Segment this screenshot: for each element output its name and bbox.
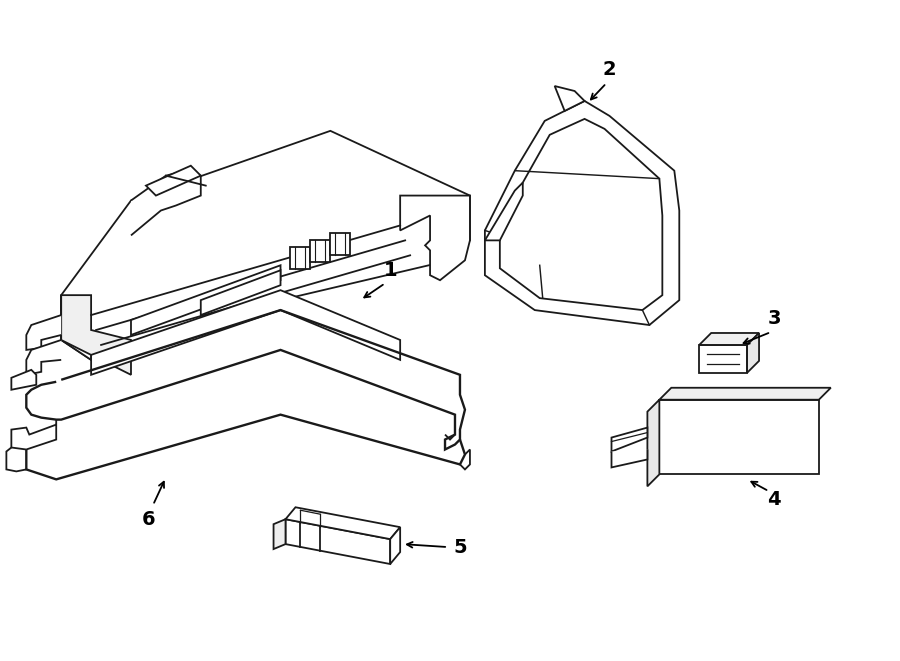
- PathPatch shape: [291, 247, 310, 269]
- PathPatch shape: [554, 86, 585, 111]
- PathPatch shape: [26, 340, 61, 375]
- Ellipse shape: [291, 264, 310, 274]
- Ellipse shape: [554, 217, 574, 245]
- PathPatch shape: [660, 388, 831, 400]
- PathPatch shape: [400, 196, 470, 280]
- PathPatch shape: [201, 270, 281, 315]
- PathPatch shape: [61, 295, 91, 360]
- PathPatch shape: [310, 241, 330, 262]
- Ellipse shape: [762, 418, 786, 455]
- PathPatch shape: [611, 428, 647, 451]
- Ellipse shape: [330, 229, 350, 239]
- Ellipse shape: [694, 416, 720, 457]
- PathPatch shape: [391, 527, 401, 564]
- Text: 6: 6: [142, 510, 156, 529]
- Ellipse shape: [310, 257, 330, 267]
- Text: 4: 4: [767, 490, 781, 509]
- Text: 2: 2: [603, 59, 616, 79]
- PathPatch shape: [500, 119, 662, 310]
- Circle shape: [652, 166, 672, 186]
- PathPatch shape: [285, 519, 391, 564]
- PathPatch shape: [611, 449, 647, 467]
- PathPatch shape: [274, 519, 285, 549]
- PathPatch shape: [285, 507, 400, 539]
- PathPatch shape: [747, 333, 759, 373]
- Text: 5: 5: [454, 537, 467, 557]
- Ellipse shape: [577, 237, 612, 284]
- PathPatch shape: [12, 370, 36, 390]
- Text: 3: 3: [767, 309, 780, 328]
- PathPatch shape: [26, 315, 61, 350]
- PathPatch shape: [485, 101, 680, 325]
- Ellipse shape: [291, 243, 310, 253]
- PathPatch shape: [660, 400, 819, 475]
- PathPatch shape: [330, 233, 350, 255]
- PathPatch shape: [146, 166, 201, 196]
- PathPatch shape: [131, 171, 201, 235]
- Ellipse shape: [330, 251, 350, 260]
- PathPatch shape: [699, 333, 759, 345]
- PathPatch shape: [61, 131, 470, 360]
- Ellipse shape: [310, 235, 330, 245]
- PathPatch shape: [647, 400, 660, 486]
- PathPatch shape: [131, 265, 281, 335]
- Circle shape: [435, 239, 461, 265]
- PathPatch shape: [699, 345, 747, 373]
- Text: 1: 1: [383, 260, 397, 280]
- PathPatch shape: [91, 290, 400, 375]
- PathPatch shape: [485, 182, 523, 241]
- PathPatch shape: [61, 295, 131, 375]
